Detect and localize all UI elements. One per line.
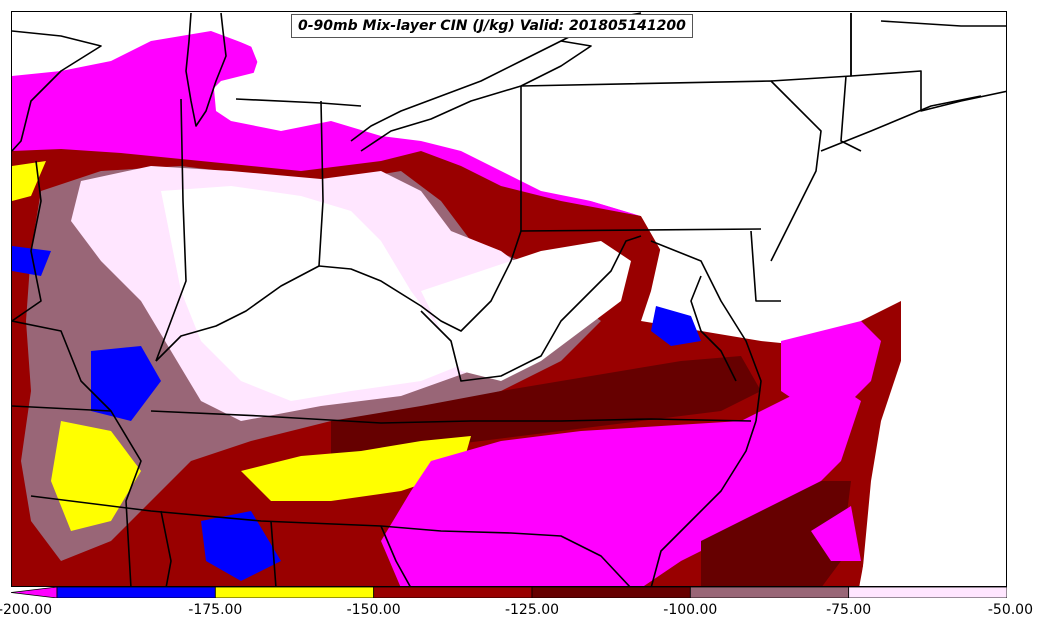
- colorbar-tick-label: -75.00: [826, 602, 872, 618]
- colorbar-tick-label: -125.00: [504, 602, 560, 618]
- cin-region-magenta-coast: [781, 321, 881, 411]
- state-line-ct-ri: [880, 20, 1006, 27]
- cin-region-blue-illinois: [91, 346, 161, 421]
- cin-region-yellow-band: [241, 436, 471, 501]
- colorbar-tick-label: -150.00: [346, 602, 401, 618]
- colorbar-tick-label: -100.00: [663, 602, 718, 618]
- cin-region-magenta-east: [811, 506, 861, 561]
- state-line-pa-south: [520, 228, 762, 232]
- state-line-new-england: [850, 13, 1006, 112]
- state-line-ohio-river: [155, 230, 522, 362]
- colorbar-bin-2: [373, 587, 533, 598]
- state-line-al-ga: [270, 520, 277, 586]
- state-line-in-oh: [318, 100, 324, 267]
- cin-region-blue-tennessee: [201, 511, 281, 581]
- state-line-mi-oh: [235, 98, 362, 107]
- cin-region-blue-west-edge: [12, 246, 51, 276]
- state-line-mo-ar: [12, 405, 112, 412]
- state-line-ms-al: [160, 510, 172, 586]
- state-line-nc-sc: [380, 525, 631, 586]
- cin-region-blue-coast: [651, 306, 701, 346]
- cin-region-nodata-north: [12, 12, 1006, 331]
- cin-region-darkred-east: [701, 481, 851, 586]
- colorbar-tick-label: -50.00: [987, 602, 1033, 618]
- map-panel: [11, 11, 1007, 587]
- colorbar-bin-4: [689, 587, 850, 598]
- cin-map: [12, 12, 1006, 586]
- cin-region-magenta-southeast: [381, 381, 861, 586]
- lake-erie-shore: [350, 40, 592, 152]
- cin-region-nodata-east: [859, 288, 1006, 586]
- state-line-west-missouri: [12, 30, 102, 152]
- state-line-ia-il: [12, 160, 42, 322]
- cin-region-white-appalachia: [421, 241, 631, 381]
- state-line-ky-tn: [150, 410, 752, 424]
- chesapeake-shore: [690, 275, 737, 382]
- map-title: 0-90mb Mix-layer CIN (J/kg) Valid: 20180…: [291, 14, 693, 38]
- state-line-wv-va: [420, 235, 642, 382]
- state-line-il-in: [155, 98, 187, 362]
- colorbar-bin-5: [848, 587, 1007, 598]
- state-line-ny-east: [840, 75, 862, 152]
- colorbar: [11, 587, 1007, 598]
- colorbar-under-triangle: [11, 587, 58, 598]
- state-line-md-de: [750, 230, 781, 302]
- colorbar-bin-0: [56, 587, 216, 598]
- colorbar-tick-label: -200.00: [0, 602, 53, 618]
- state-line-tn-south: [30, 495, 382, 527]
- cin-region-white-core: [161, 186, 471, 401]
- lake-michigan-shore: [185, 12, 227, 127]
- cin-region-yellow-illinois: [51, 421, 141, 531]
- boundary-layer: [12, 12, 1006, 586]
- cin-field-layer: [12, 12, 1006, 586]
- colorbar-tick-label: -175.00: [188, 602, 243, 618]
- colorbar-bin-3: [531, 587, 691, 598]
- cin-region-darkred-band: [331, 356, 761, 456]
- colorbar-bin-1: [214, 587, 375, 598]
- state-line-va-coast: [650, 240, 762, 422]
- coastline-southeast: [650, 420, 757, 586]
- state-line-nj: [770, 100, 822, 262]
- long-island-shore: [820, 95, 982, 152]
- state-line-ga-sc: [380, 525, 411, 586]
